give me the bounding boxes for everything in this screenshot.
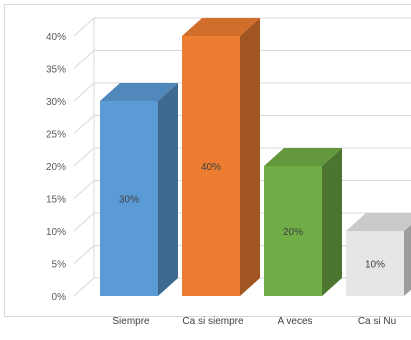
- gridline-depth: [73, 212, 95, 232]
- y-tick-label: 10%: [46, 227, 66, 238]
- gridline-depth: [73, 115, 95, 134]
- y-tick-label: 15%: [46, 195, 66, 206]
- y-tick-label: 20%: [46, 162, 66, 173]
- gridline-depth: [73, 245, 95, 264]
- bar: [346, 231, 404, 296]
- data-label: 40%: [201, 162, 221, 173]
- bar: [100, 101, 158, 296]
- chart-frame: [4, 4, 411, 317]
- gridline-depth: [73, 50, 95, 69]
- y-tick-label: 0%: [52, 292, 67, 303]
- bar-side: [404, 224, 411, 296]
- y-tick-label: 30%: [46, 97, 66, 108]
- bar-side: [240, 18, 260, 296]
- y-tick-label: 5%: [52, 260, 67, 271]
- category-label: Siempre: [112, 316, 150, 327]
- y-tick-label: 40%: [46, 32, 66, 43]
- y-tick-label: 35%: [46, 65, 66, 76]
- gridline-depth: [73, 147, 95, 167]
- gridline-depth: [73, 82, 95, 102]
- category-label: Ca si Nu: [358, 316, 396, 327]
- bar: [264, 166, 322, 296]
- gridline-depth: [73, 180, 95, 199]
- y-tick-label: 25%: [46, 130, 66, 141]
- category-label: A veces: [277, 316, 312, 327]
- bar-side: [322, 148, 342, 296]
- gridline-depth: [73, 277, 95, 297]
- gridline-depth: [73, 17, 95, 37]
- bar-top: [264, 148, 342, 166]
- data-label: 30%: [119, 195, 139, 206]
- bar-top: [182, 18, 260, 36]
- data-label: 10%: [365, 260, 385, 271]
- category-label: Ca si siempre: [182, 316, 244, 327]
- bar-top: [346, 213, 411, 231]
- data-label: 20%: [283, 227, 303, 238]
- bar: [182, 36, 240, 296]
- bar-side: [158, 83, 178, 296]
- bar-top: [100, 83, 178, 101]
